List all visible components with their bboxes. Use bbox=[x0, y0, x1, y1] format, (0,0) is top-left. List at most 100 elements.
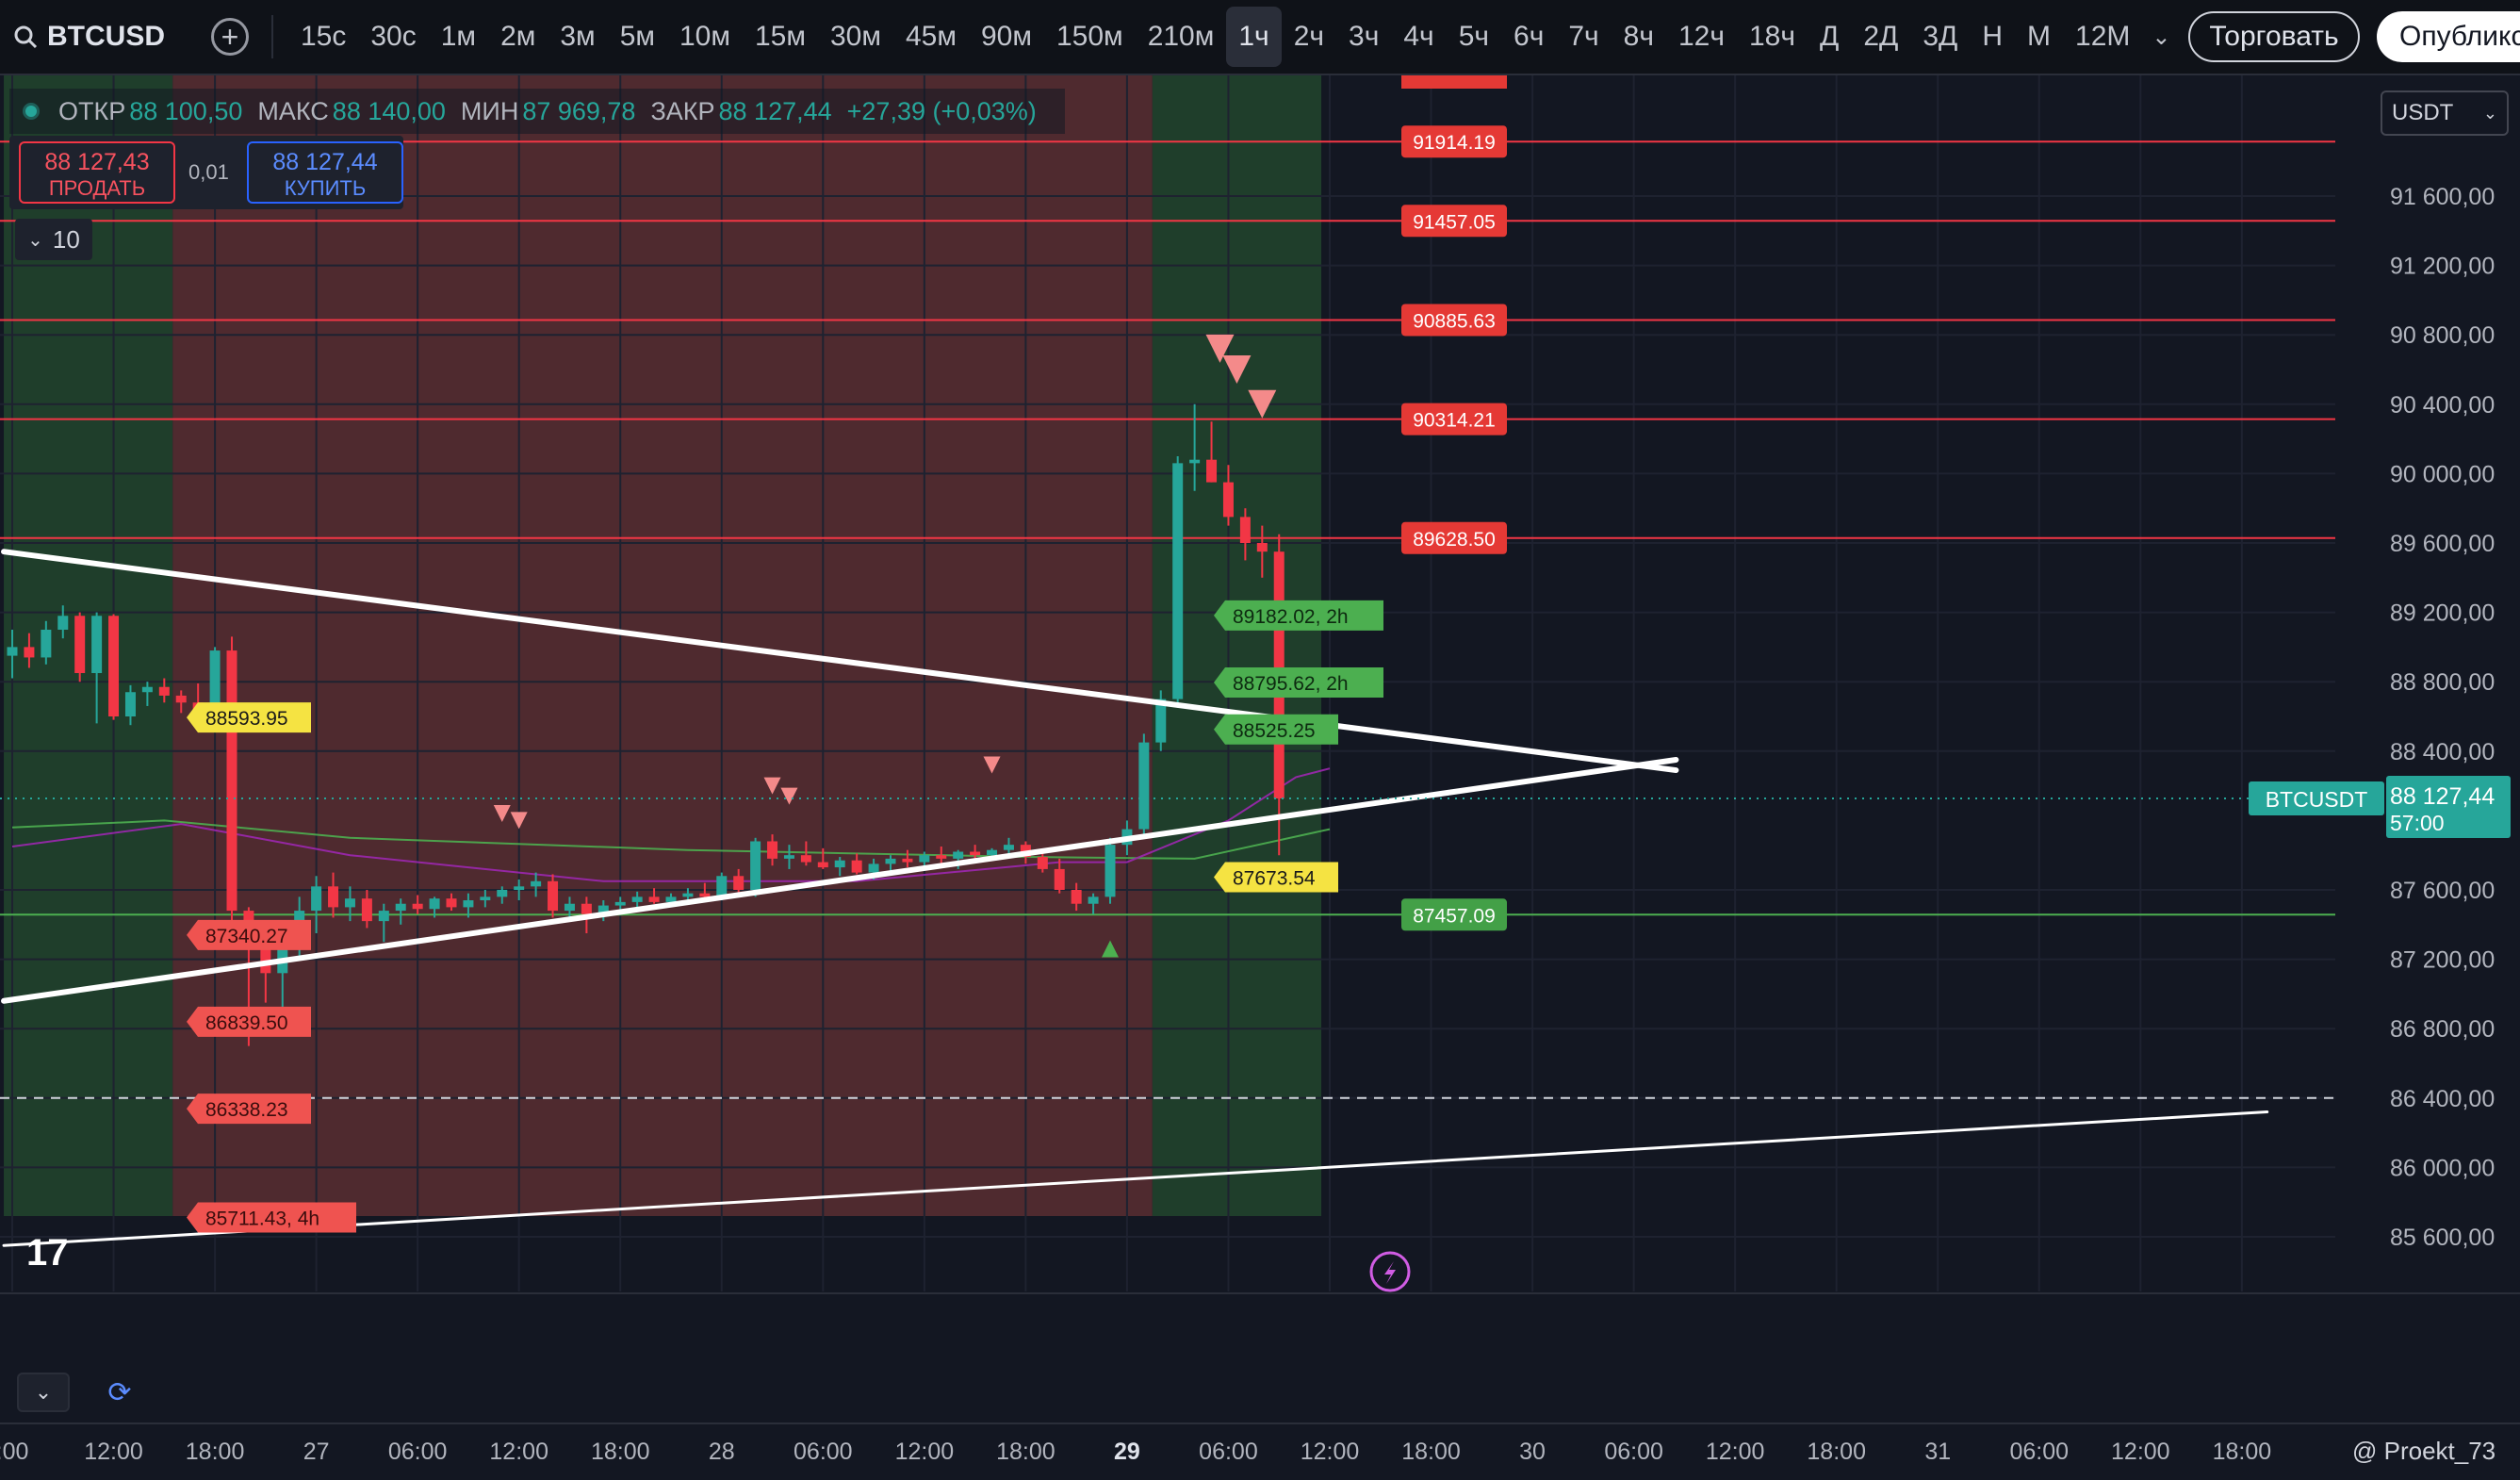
symbol-search[interactable]: BTCUSD bbox=[0, 21, 192, 53]
candle-27 bbox=[463, 900, 474, 908]
price-chart[interactable]: 91914.19 91457.05 90885.63 90314.21 89628.50… bbox=[0, 75, 2520, 1480]
time-tick-label-14: 18:00 bbox=[1401, 1439, 1461, 1465]
price-tick-label-14: 85 600,00 bbox=[2390, 1225, 2495, 1251]
high-value: 88 140,00 bbox=[332, 96, 446, 125]
timeframe-6[interactable]: 10м bbox=[679, 21, 730, 52]
change-value: +27,39 (+0,03%) bbox=[846, 96, 1037, 125]
time-tick-label-6: 18:00 bbox=[591, 1439, 650, 1465]
high-label: МАКС bbox=[257, 96, 329, 125]
timeframe-1[interactable]: 30с bbox=[370, 21, 417, 52]
timeframe-17[interactable]: 5ч bbox=[1458, 21, 1490, 52]
timeframe-7[interactable]: 15м bbox=[755, 21, 806, 52]
lightning-bolt-icon bbox=[1384, 1261, 1396, 1284]
timeframe-10[interactable]: 90м bbox=[981, 21, 1032, 52]
price-tick-label-6: 89 200,00 bbox=[2390, 600, 2495, 627]
timeframe-15[interactable]: 3ч bbox=[1349, 21, 1380, 52]
visibility-icon[interactable] bbox=[23, 103, 40, 120]
candle-39 bbox=[665, 896, 677, 902]
refresh-icon: ⟳ bbox=[107, 1376, 132, 1408]
timeframe-5[interactable]: 5м bbox=[619, 21, 655, 52]
timeframe-9[interactable]: 45м bbox=[906, 21, 957, 52]
timeframe-12[interactable]: 210м bbox=[1147, 21, 1215, 52]
candle-50 bbox=[851, 860, 862, 873]
time-tick-label-22: 18:00 bbox=[2213, 1439, 2272, 1465]
sync-button[interactable]: ⟳ bbox=[102, 1374, 138, 1410]
timeframe-2[interactable]: 1м bbox=[440, 21, 477, 52]
currency-select[interactable]: USDT ⌄ bbox=[2381, 90, 2509, 136]
buy-price: 88 127,44 bbox=[272, 149, 378, 175]
level-label-box-1 bbox=[1401, 125, 1507, 158]
candle-7 bbox=[124, 692, 136, 716]
candle-73 bbox=[1239, 517, 1251, 543]
level-label-box-2 bbox=[1401, 205, 1507, 238]
trade-button[interactable]: Торговать bbox=[2188, 11, 2360, 62]
timeframe-4[interactable]: 3м bbox=[560, 21, 596, 52]
price-axis-background bbox=[2335, 75, 2520, 1216]
sell-button[interactable]: 88 127,43 ПРОДАТЬ bbox=[19, 141, 175, 204]
buy-button[interactable]: 88 127,44 КУПИТЬ bbox=[247, 141, 403, 204]
indicators-toggle[interactable]: ⌄ 10 bbox=[15, 219, 92, 260]
timeframe-27[interactable]: М bbox=[2027, 21, 2052, 52]
buy-label: КУПИТЬ bbox=[284, 176, 367, 200]
candle-68 bbox=[1155, 699, 1167, 743]
chevron-down-icon[interactable]: ⌄ bbox=[2152, 24, 2171, 50]
level-label-2: 91457.05 bbox=[1413, 211, 1496, 233]
level-label-3: 90885.63 bbox=[1413, 310, 1496, 332]
candle-22 bbox=[378, 911, 389, 922]
tradingview-logo-icon: 17 bbox=[26, 1232, 69, 1274]
candle-15 bbox=[260, 945, 271, 974]
price-tick-label-1: 91 200,00 bbox=[2390, 254, 2495, 280]
panel-toggle-button[interactable]: ⌄ bbox=[17, 1373, 70, 1412]
trendline-2[interactable] bbox=[2, 1110, 2269, 1247]
price-label-8: 87673.54 bbox=[1233, 867, 1316, 889]
candle-21 bbox=[361, 898, 372, 922]
candle-18 bbox=[311, 886, 322, 912]
candle-40 bbox=[682, 893, 694, 897]
candle-63 bbox=[1071, 890, 1082, 904]
close-value: 88 127,44 bbox=[718, 96, 832, 125]
timeframe-20[interactable]: 8ч bbox=[1623, 21, 1654, 52]
open-value: 88 100,50 bbox=[129, 96, 243, 125]
timeframe-14[interactable]: 2ч bbox=[1293, 21, 1325, 52]
timeframe-22[interactable]: 18ч bbox=[1749, 21, 1795, 52]
candle-19 bbox=[328, 886, 339, 908]
timeframe-18[interactable]: 6ч bbox=[1514, 21, 1545, 52]
candle-74 bbox=[1256, 543, 1268, 552]
candle-67 bbox=[1138, 742, 1150, 830]
timeframe-21[interactable]: 12ч bbox=[1678, 21, 1725, 52]
publish-button[interactable]: Опубликс bbox=[2377, 11, 2520, 62]
timeframe-26[interactable]: Н bbox=[1982, 21, 2004, 52]
level-label-box-5 bbox=[1401, 521, 1507, 554]
timeframe-0[interactable]: 15с bbox=[301, 21, 347, 52]
candle-51 bbox=[868, 863, 879, 873]
timeframe-16[interactable]: 4ч bbox=[1403, 21, 1434, 52]
timeframe-11[interactable]: 150м bbox=[1056, 21, 1123, 52]
time-tick-label-11: 29 bbox=[1114, 1439, 1140, 1465]
time-tick-label-3: 27 bbox=[303, 1439, 330, 1465]
timeframe-8[interactable]: 30м bbox=[830, 21, 881, 52]
trendline-0[interactable] bbox=[1, 549, 1679, 774]
timeframe-13[interactable]: 1ч bbox=[1226, 7, 1282, 67]
time-tick-label-2: 18:00 bbox=[186, 1439, 245, 1465]
trendline-1[interactable] bbox=[1, 757, 1679, 1004]
candle-34 bbox=[581, 903, 592, 914]
timeframe-23[interactable]: Д bbox=[1820, 21, 1840, 52]
time-tick-label-8: 06:00 bbox=[794, 1439, 853, 1465]
timeframe-28[interactable]: 12М bbox=[2075, 21, 2131, 52]
add-symbol-button[interactable]: + bbox=[211, 18, 249, 56]
signal-marker-5 bbox=[1102, 940, 1119, 958]
timeframe-3[interactable]: 2м bbox=[500, 21, 536, 52]
timeframe-19[interactable]: 7ч bbox=[1568, 21, 1599, 52]
time-tick-label-21: 12:00 bbox=[2111, 1439, 2170, 1465]
candle-26 bbox=[446, 898, 457, 908]
candle-9 bbox=[158, 686, 170, 696]
lightning-icon[interactable] bbox=[1369, 1251, 1411, 1292]
timeframe-25[interactable]: 3Д bbox=[1923, 21, 1958, 52]
level-label-1: 91914.19 bbox=[1413, 132, 1496, 154]
bottom-panel bbox=[0, 1291, 2520, 1480]
candle-55 bbox=[936, 855, 947, 859]
candle-52 bbox=[885, 858, 896, 864]
candle-37 bbox=[631, 896, 643, 902]
timeframe-24[interactable]: 2Д bbox=[1863, 21, 1899, 52]
candle-44 bbox=[750, 841, 761, 890]
